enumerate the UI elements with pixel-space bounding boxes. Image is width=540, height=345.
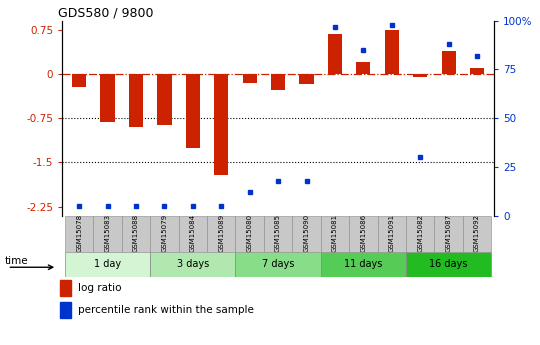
Text: GSM15080: GSM15080 — [247, 214, 253, 252]
Text: GSM15089: GSM15089 — [218, 214, 224, 252]
Bar — [406, 252, 491, 277]
Bar — [292, 216, 321, 252]
Bar — [235, 252, 321, 277]
Bar — [93, 216, 122, 252]
Text: 7 days: 7 days — [262, 259, 294, 269]
Bar — [406, 216, 434, 252]
Bar — [356, 62, 370, 74]
Bar — [413, 74, 427, 77]
Text: GDS580 / 9800: GDS580 / 9800 — [58, 7, 153, 20]
Bar — [470, 68, 484, 74]
Text: GSM15091: GSM15091 — [389, 214, 395, 252]
Text: GSM15079: GSM15079 — [161, 214, 167, 252]
Bar — [65, 252, 150, 277]
Bar — [72, 74, 86, 87]
Text: time: time — [5, 256, 29, 266]
Text: GSM15085: GSM15085 — [275, 214, 281, 252]
Bar — [242, 74, 257, 83]
Text: GSM15087: GSM15087 — [446, 214, 451, 252]
Bar — [122, 216, 150, 252]
Text: percentile rank within the sample: percentile rank within the sample — [78, 305, 254, 315]
Bar — [434, 216, 463, 252]
Bar — [328, 34, 342, 74]
Bar — [271, 74, 285, 90]
Bar — [264, 216, 292, 252]
Text: GSM15083: GSM15083 — [105, 214, 111, 252]
Bar — [377, 216, 406, 252]
Text: 1 day: 1 day — [94, 259, 121, 269]
Bar — [321, 216, 349, 252]
Text: GSM15078: GSM15078 — [76, 214, 82, 252]
Text: GSM15084: GSM15084 — [190, 214, 196, 252]
Bar — [157, 74, 172, 125]
Bar — [60, 280, 71, 296]
Text: 16 days: 16 days — [429, 259, 468, 269]
Text: GSM15086: GSM15086 — [360, 214, 366, 252]
Bar — [60, 302, 71, 318]
Text: GSM15082: GSM15082 — [417, 214, 423, 252]
Bar — [321, 252, 406, 277]
Bar — [186, 74, 200, 148]
Text: 3 days: 3 days — [177, 259, 209, 269]
Bar — [150, 216, 179, 252]
Bar — [207, 216, 235, 252]
Bar — [100, 74, 114, 122]
Bar — [235, 216, 264, 252]
Bar — [150, 252, 235, 277]
Bar — [463, 216, 491, 252]
Bar — [214, 74, 228, 176]
Bar — [349, 216, 377, 252]
Bar — [179, 216, 207, 252]
Bar — [129, 74, 143, 127]
Bar — [442, 51, 456, 74]
Bar — [65, 216, 93, 252]
Bar — [384, 30, 399, 74]
Text: 11 days: 11 days — [344, 259, 382, 269]
Text: GSM15092: GSM15092 — [474, 214, 480, 252]
Text: log ratio: log ratio — [78, 283, 122, 293]
Bar — [299, 74, 314, 85]
Text: GSM15081: GSM15081 — [332, 214, 338, 252]
Text: GSM15090: GSM15090 — [303, 214, 309, 252]
Text: GSM15088: GSM15088 — [133, 214, 139, 252]
